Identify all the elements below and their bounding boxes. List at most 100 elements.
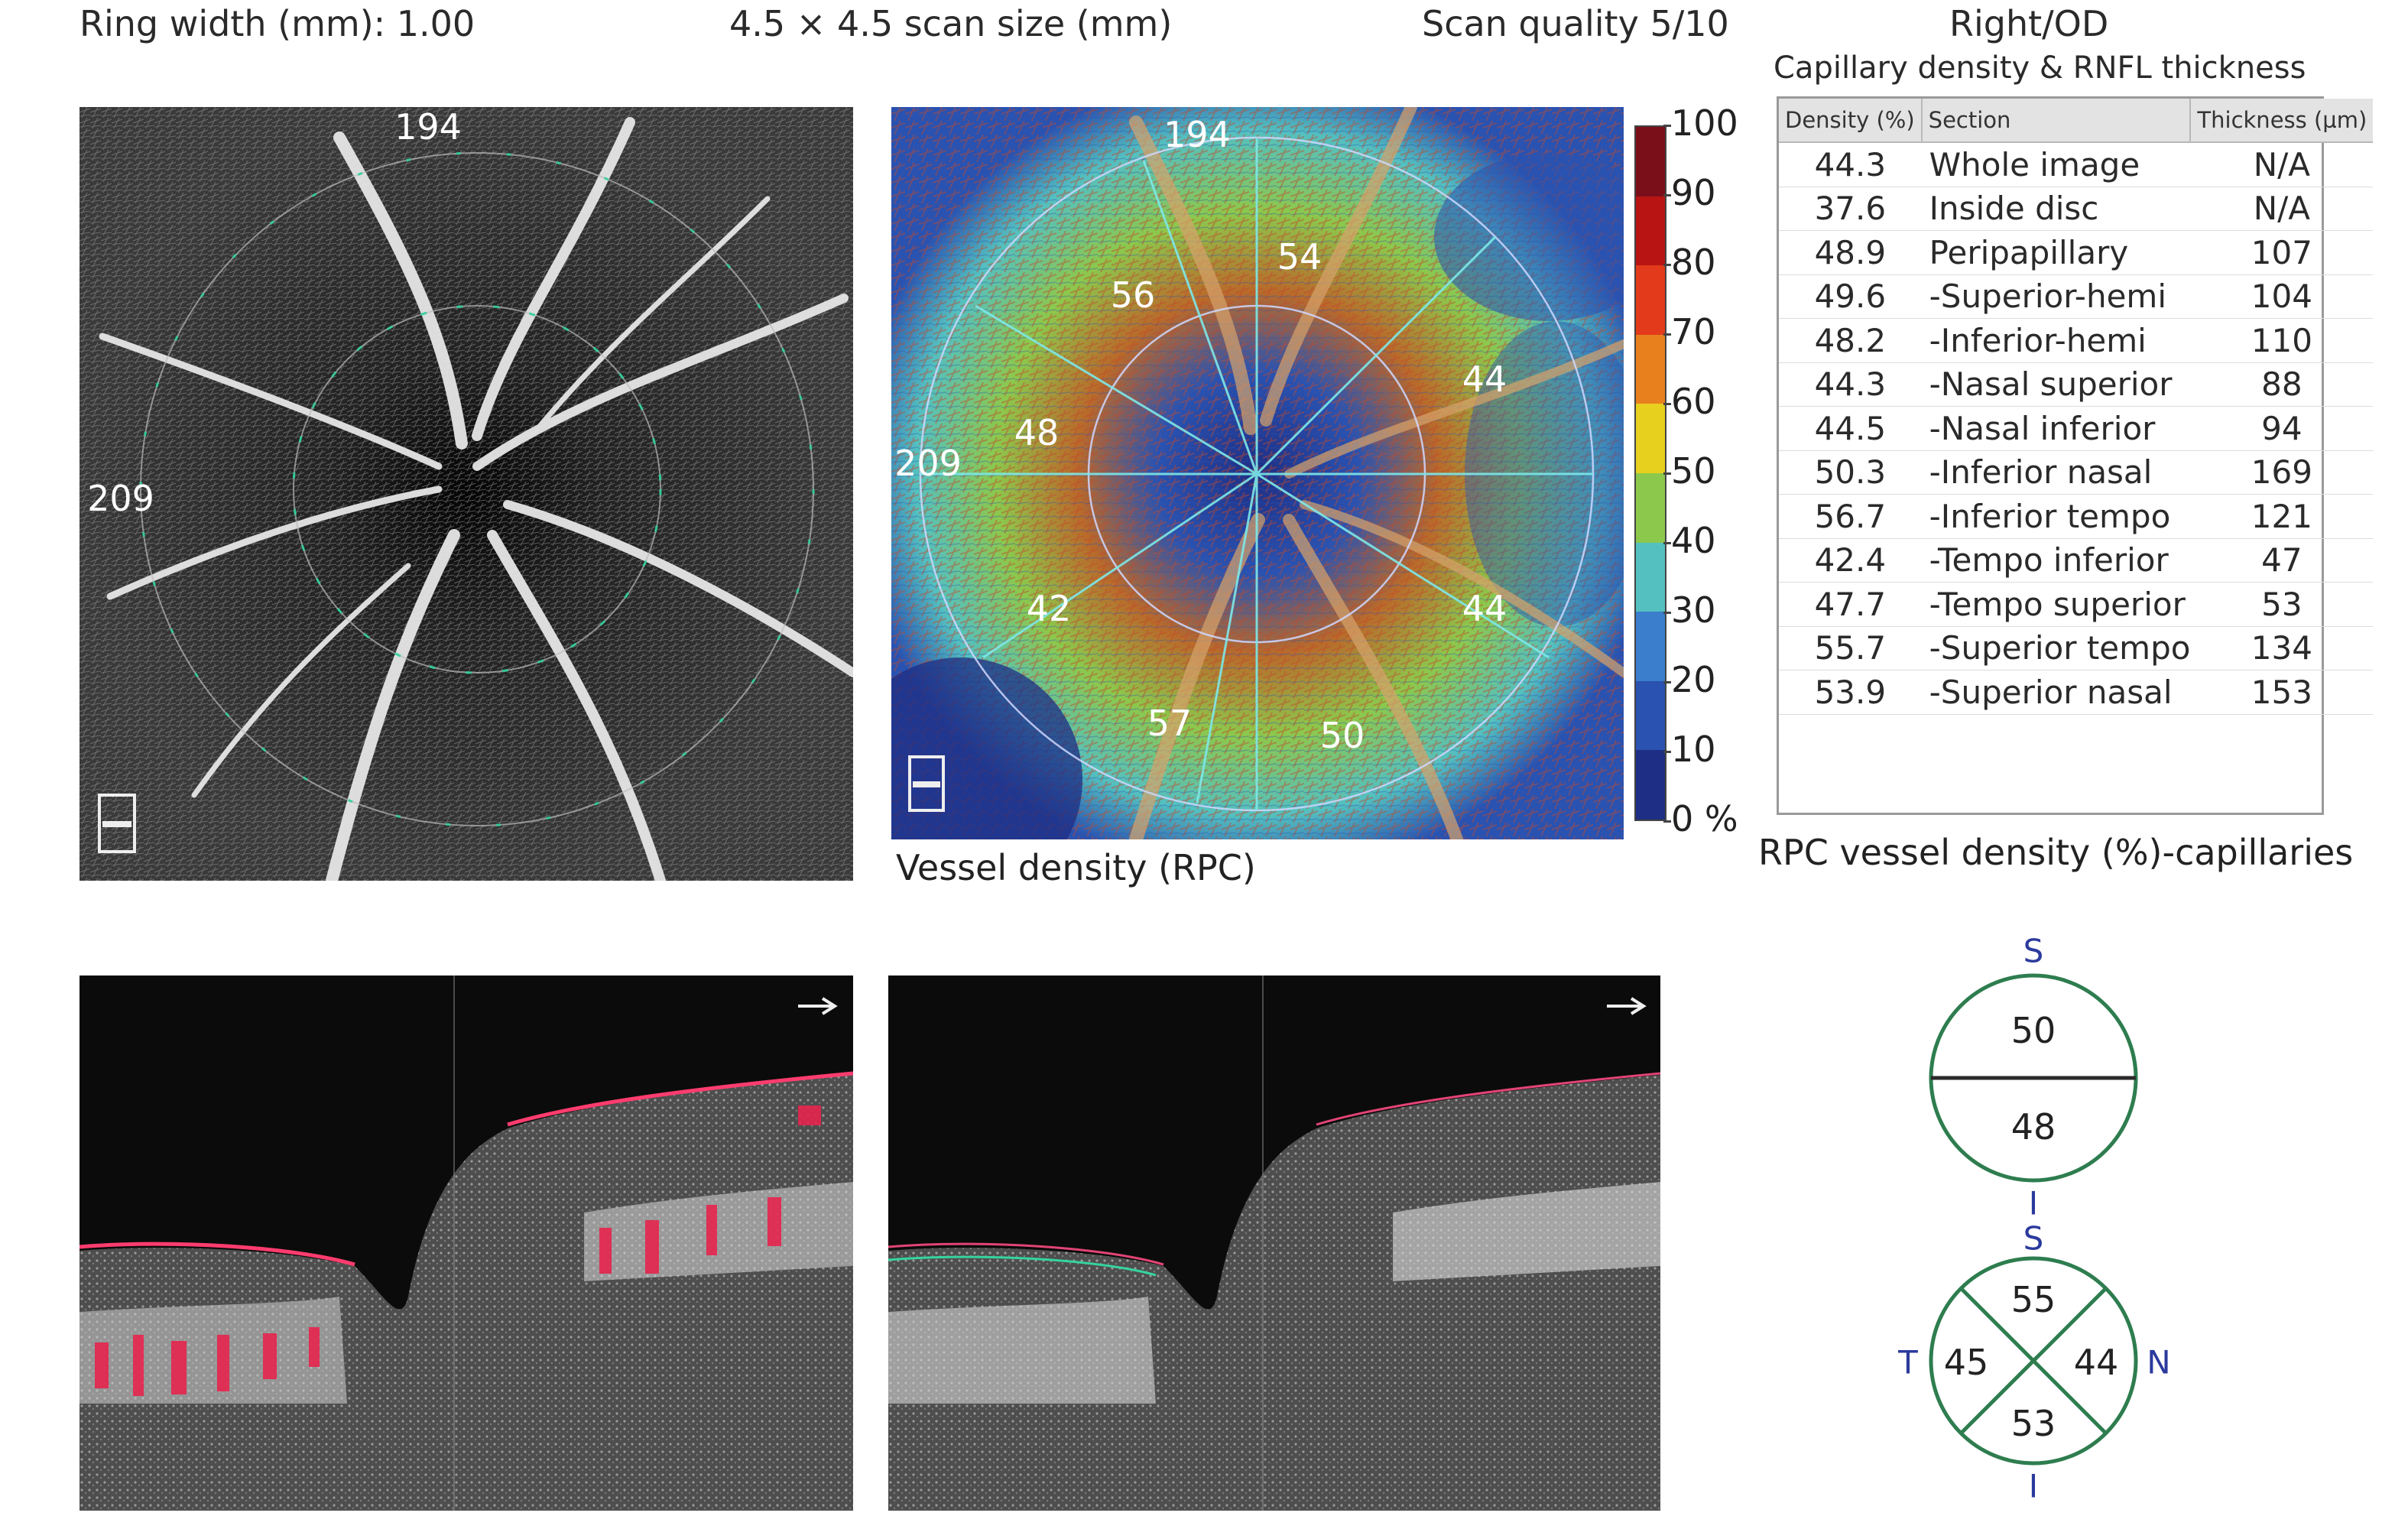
sector-nasal-superior-value: 44: [1462, 359, 1507, 400]
capillary-panel-title: Capillary density & RNFL thickness: [1774, 50, 2306, 86]
density-cell: 44.5: [1779, 406, 1922, 451]
section-column-header[interactable]: Section: [1921, 99, 2192, 143]
table-row[interactable]: 47.7 -Tempo superior 53: [1779, 582, 2374, 627]
hemi-superior-value: 50: [2010, 1010, 2056, 1051]
hemi-superior-label: S: [2023, 932, 2044, 970]
density-cell: 55.7: [1779, 626, 1922, 670]
map-top-value: 194: [1163, 114, 1231, 155]
sector-superior-nasal-value: 54: [1277, 236, 1322, 278]
density-cell: 42.4: [1779, 538, 1922, 583]
table-row[interactable]: 37.6 Inside disc N/A: [1779, 187, 2374, 231]
ring-width-label: Ring width (mm): 1.00: [80, 3, 475, 44]
color-scale-segment: [1636, 196, 1665, 266]
color-scale-segment: [1636, 680, 1665, 751]
quadrant-inferior-value: 53: [2010, 1403, 2056, 1444]
table-row[interactable]: 44.5 -Nasal inferior 94: [1779, 406, 2374, 451]
table-row[interactable]: 44.3 Whole image N/A: [1779, 142, 2374, 187]
color-scale-tick: 40: [1671, 520, 1716, 561]
density-cell: 48.2: [1779, 318, 1922, 363]
hemi-inferior-value: 48: [2010, 1106, 2056, 1148]
color-scale-segment: [1636, 542, 1665, 612]
table-row[interactable]: 42.4 -Tempo inferior 47: [1779, 538, 2374, 583]
thickness-cell: 134: [2190, 626, 2374, 670]
density-map-graphic: [891, 107, 1624, 839]
capillary-density-table: Density (%) Section Thickness (µm) 44.3 W…: [1777, 96, 2374, 815]
bscan-structure-image[interactable]: [888, 976, 1660, 1511]
color-scale-tick: 0 %: [1671, 798, 1738, 839]
sector-inferior-nasal-value: 50: [1319, 715, 1365, 756]
quadrant-temporal-value: 45: [1943, 1342, 1989, 1383]
thickness-column-header[interactable]: Thickness (µm): [2190, 99, 2374, 143]
section-cell: Inside disc: [1921, 187, 2191, 231]
thickness-cell: N/A: [2190, 187, 2374, 231]
quadrant-temporal-label: T: [1898, 1343, 1918, 1381]
density-cell: 44.3: [1779, 142, 1922, 187]
color-scale-tick-mark: [1663, 820, 1671, 823]
table-row[interactable]: 55.7 -Superior tempo 134: [1779, 626, 2374, 670]
density-color-scale: [1634, 125, 1666, 821]
color-scale-segment: [1636, 472, 1665, 543]
table-row[interactable]: 48.2 -Inferior-hemi 110: [1779, 318, 2374, 363]
table-row[interactable]: 50.3 -Inferior nasal 169: [1779, 450, 2374, 495]
color-scale-tick: 70: [1671, 311, 1716, 352]
bscan-structure-graphic: [888, 976, 1660, 1511]
color-scale-segment: [1636, 612, 1665, 681]
thickness-cell: 53: [2190, 582, 2374, 627]
density-column-header[interactable]: Density (%): [1779, 99, 1923, 143]
section-cell: -Tempo superior: [1921, 582, 2191, 627]
thickness-cell: 110: [2190, 318, 2374, 363]
color-scale-tick: 10: [1671, 729, 1716, 770]
thickness-cell: 94: [2190, 406, 2374, 451]
quadrant-nasal-label: N: [2147, 1343, 2171, 1381]
thickness-cell: 88: [2190, 362, 2374, 407]
color-scale-segment: [1636, 265, 1665, 335]
thickness-cell: 153: [2190, 670, 2374, 715]
density-cell: 49.6: [1779, 274, 1922, 319]
density-cell: 56.7: [1779, 494, 1922, 539]
color-scale-tick: 20: [1671, 659, 1716, 700]
color-scale-tick-mark: [1663, 612, 1671, 614]
scan-quality-label: Scan quality 5/10: [1422, 3, 1729, 44]
table-row[interactable]: 53.9 -Superior nasal 153: [1779, 670, 2374, 715]
section-cell: -Inferior-hemi: [1921, 318, 2191, 363]
vessel-density-map[interactable]: 194 209 56 54 44 48 42 44 57 50: [891, 107, 1624, 839]
section-cell: -Nasal superior: [1921, 362, 2191, 407]
quadrant-superior-value: 55: [2010, 1279, 2056, 1320]
octa-angiogram-image[interactable]: 194 209: [80, 107, 853, 881]
color-scale-tick-mark: [1663, 264, 1671, 266]
scan-size-label: 4.5 × 4.5 scan size (mm): [729, 3, 1173, 44]
angiogram-graphic: [80, 107, 853, 881]
quadrant-superior-label: S: [2023, 1219, 2044, 1258]
sector-inferior-temporal-value: 57: [1147, 703, 1193, 744]
quadrant-circle-graphic: [1929, 1256, 2138, 1466]
quadrant-nasal-value: 44: [2073, 1342, 2119, 1383]
table-row[interactable]: 56.7 -Inferior tempo 121: [1779, 494, 2374, 539]
thickness-cell: N/A: [2190, 142, 2374, 187]
color-scale-tick: 50: [1671, 450, 1716, 492]
section-cell: -Tempo inferior: [1921, 538, 2191, 583]
table-row[interactable]: 48.9 Peripapillary 107: [1779, 230, 2374, 275]
section-cell: -Inferior tempo: [1921, 494, 2191, 539]
hemi-sector-diagram: 50 48: [1926, 971, 2140, 1185]
eye-label: Right/OD: [1949, 3, 2109, 44]
color-scale-segment: [1636, 404, 1665, 473]
bscan-with-flow-image[interactable]: [80, 976, 853, 1511]
color-scale-tick-mark: [1663, 403, 1671, 405]
color-scale-segment: [1636, 334, 1665, 404]
table-row[interactable]: 49.6 -Superior-hemi 104: [1779, 274, 2374, 319]
section-cell: Peripapillary: [1921, 230, 2191, 275]
bscan-flow-graphic: [80, 976, 853, 1511]
section-cell: -Superior tempo: [1921, 626, 2191, 670]
density-cell: 48.9: [1779, 230, 1922, 275]
table-row[interactable]: 44.3 -Nasal superior 88: [1779, 362, 2374, 407]
color-scale-tick-mark: [1663, 681, 1671, 683]
map-left-value: 209: [894, 443, 962, 484]
color-scale-tick: 30: [1671, 589, 1716, 631]
hemi-inferior-label: I: [2028, 1184, 2039, 1222]
thickness-cell: 169: [2190, 450, 2374, 495]
density-cell: 44.3: [1779, 362, 1922, 407]
ring-left-value: 209: [87, 478, 154, 519]
sector-temporal-inferior-value: 42: [1026, 588, 1072, 629]
hemi-circle-graphic: [1929, 973, 2138, 1183]
density-cell: 53.9: [1779, 670, 1922, 715]
